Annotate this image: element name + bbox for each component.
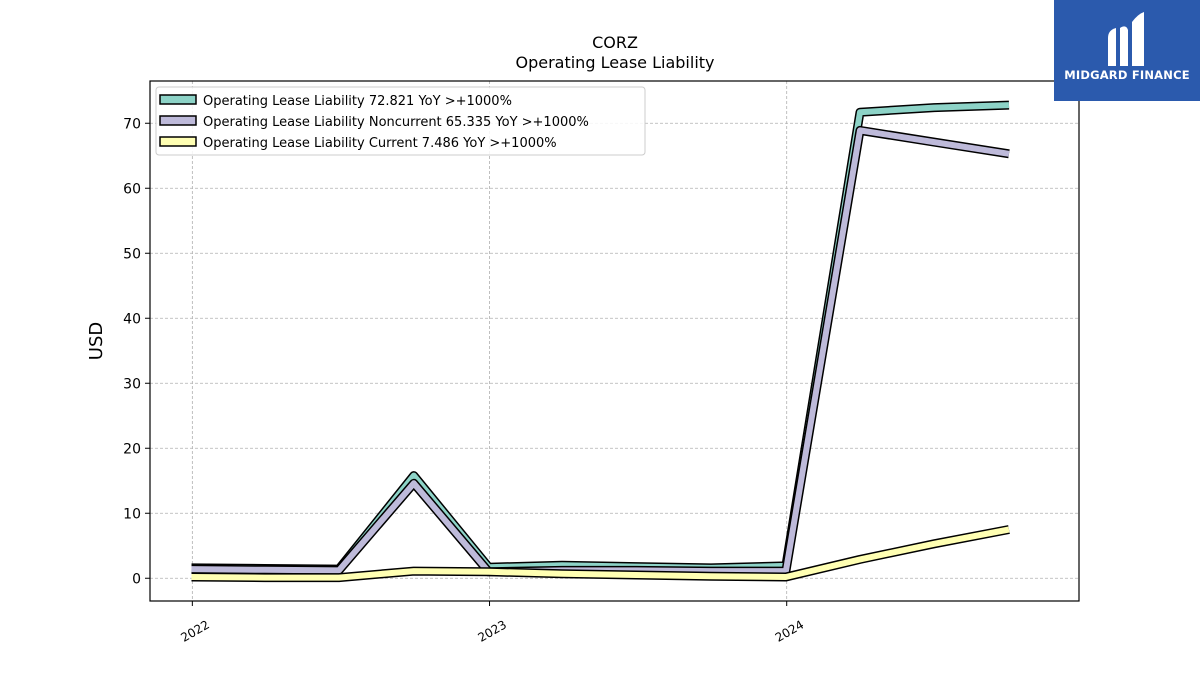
chart-subtitle: Operating Lease Liability: [515, 53, 714, 72]
grid: [150, 81, 1079, 601]
series-1-outline: [191, 125, 1010, 577]
brand-name: MIDGARD FINANCE: [1064, 68, 1190, 82]
x-axis: 2022 2023 2024: [178, 601, 806, 645]
midgard-logo-icon: [1108, 12, 1144, 66]
y-tick-label: 50: [123, 246, 141, 262]
legend-swatch: [159, 115, 197, 126]
legend-swatch: [159, 94, 197, 105]
series-lines: [191, 100, 1010, 583]
y-tick-label: 70: [123, 116, 141, 132]
legend-label: Operating Lease Liability 72.821 YoY >+1…: [203, 94, 512, 109]
legend-label: Operating Lease Liability Current 7.486 …: [203, 136, 557, 151]
x-tick-label: 2023: [476, 617, 509, 644]
y-tick-label: 60: [123, 181, 141, 197]
y-tick-label: 40: [123, 311, 141, 327]
y-tick-label: 0: [132, 571, 141, 587]
y-tick-label: 10: [123, 506, 141, 522]
legend-label: Operating Lease Liability Noncurrent 65.…: [203, 115, 589, 130]
y-axis-label: USD: [86, 322, 107, 360]
legend-swatch: [159, 136, 197, 147]
chart-title: CORZ: [592, 33, 638, 52]
legend-box: [155, 86, 646, 156]
x-tick-label: 2022: [178, 617, 211, 644]
series-0-line: [191, 102, 1010, 573]
legend: Operating Lease Liability 72.821 YoY >+1…: [155, 86, 646, 156]
series-2-line: [191, 526, 1010, 581]
y-tick-label: 20: [123, 441, 141, 457]
series-0-outline: [191, 100, 1010, 574]
series-1-line: [191, 127, 1010, 575]
y-axis: 0 10 20 30 40 50 60 70: [123, 116, 150, 587]
plot-frame: [149, 80, 1080, 602]
x-tick-label: 2024: [773, 617, 806, 644]
brand-logo: MIDGARD FINANCE: [1054, 0, 1200, 101]
y-tick-label: 30: [123, 376, 141, 392]
